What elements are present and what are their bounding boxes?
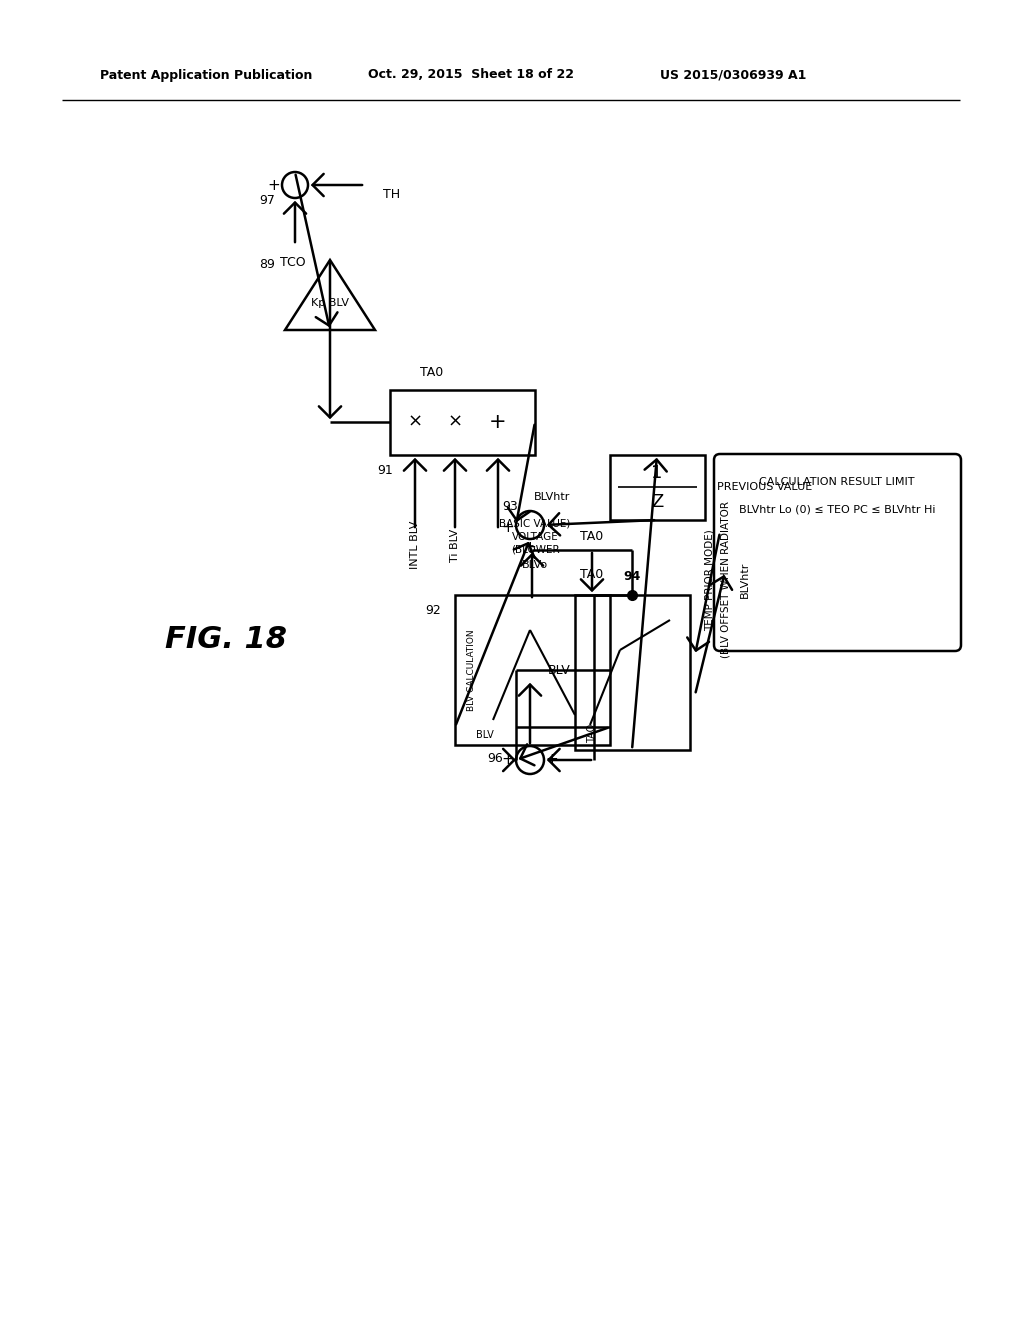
Text: +: + [546, 752, 558, 767]
Text: +: + [502, 520, 514, 536]
Text: BLVhtr: BLVhtr [740, 562, 750, 598]
Text: (BLV OFFSET WHEN RADIATOR: (BLV OFFSET WHEN RADIATOR [720, 502, 730, 659]
Bar [455, 595, 610, 744]
Text: Z: Z [651, 492, 664, 511]
Text: 94: 94 [624, 570, 641, 583]
Text: 1: 1 [651, 465, 663, 482]
Text: BLV CALCULATION: BLV CALCULATION [468, 630, 476, 710]
Text: TEMP PRIOR MODE): TEMP PRIOR MODE) [705, 529, 715, 631]
Text: 96: 96 [487, 751, 503, 764]
Text: PREVIOUS VALUE: PREVIOUS VALUE [717, 482, 812, 492]
Text: 91: 91 [377, 463, 393, 477]
Text: BLV: BLV [476, 730, 494, 741]
Text: BLV: BLV [548, 664, 570, 676]
Text: CALCULATION RESULT LIMIT: CALCULATION RESULT LIMIT [759, 477, 914, 487]
Bar [610, 455, 705, 520]
Text: TCO: TCO [281, 256, 306, 269]
Text: 93: 93 [502, 500, 518, 513]
Text: US 2015/0306939 A1: US 2015/0306939 A1 [660, 69, 806, 82]
Text: FIG. 18: FIG. 18 [165, 626, 287, 655]
Text: +: + [502, 752, 514, 767]
Text: +: + [523, 540, 537, 556]
Text: ×: × [408, 413, 423, 432]
Text: TA0: TA0 [421, 366, 443, 379]
Text: VOLTAGE: VOLTAGE [512, 532, 558, 543]
Text: Ti BLV: Ti BLV [450, 528, 460, 561]
Text: TA0: TA0 [581, 569, 603, 582]
Text: 92: 92 [425, 603, 441, 616]
Text: Patent Application Publication: Patent Application Publication [100, 69, 312, 82]
Text: BLVo: BLVo [522, 560, 548, 570]
Text: (BLOWER: (BLOWER [511, 545, 559, 554]
Text: Oct. 29, 2015  Sheet 18 of 22: Oct. 29, 2015 Sheet 18 of 22 [368, 69, 574, 82]
Text: 89: 89 [259, 259, 274, 272]
Text: −: − [309, 177, 323, 193]
Text: TAO: TAO [587, 723, 597, 743]
Text: 97: 97 [259, 194, 274, 206]
Text: TH: TH [383, 189, 400, 202]
Text: BLVhtr Lo (0) ≤ TEO PC ≤ BLVhtr Hi: BLVhtr Lo (0) ≤ TEO PC ≤ BLVhtr Hi [738, 506, 935, 515]
Text: TA0: TA0 [581, 531, 603, 544]
Text: +: + [489, 412, 507, 432]
Text: ×: × [447, 413, 463, 432]
Text: Kp BLV: Kp BLV [311, 298, 349, 308]
Text: +: + [267, 177, 281, 193]
Bar [575, 595, 690, 750]
Text: BLVhtr: BLVhtr [534, 492, 570, 502]
Text: INTL BLV: INTL BLV [410, 521, 420, 569]
Bar [390, 389, 535, 455]
Text: BASIC VALUE): BASIC VALUE) [500, 519, 570, 529]
